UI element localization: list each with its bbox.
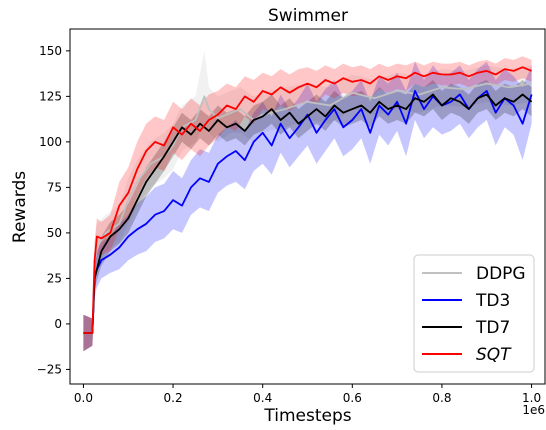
td7-line: [83, 93, 533, 334]
y-tick-label: 0: [54, 317, 62, 331]
y-tick-label: −25: [37, 362, 62, 376]
x-tick-label: 0.8: [432, 391, 451, 405]
x-tick-label: 0.6: [343, 391, 362, 405]
x-tick-label: 0.0: [74, 391, 93, 405]
x-axis-offset-label: 1e6: [522, 403, 545, 417]
plot-frame: [69, 28, 546, 385]
legend: DDPG TD3 TD7 SQT: [413, 254, 535, 373]
ddpg-band: [83, 50, 532, 352]
td3-legend-label: TD3: [475, 291, 510, 311]
chart-title: Swimmer: [268, 6, 348, 26]
y-axis-ticks: −25 0 25 50 75 100 125 150: [37, 44, 70, 376]
legend-box: [413, 254, 535, 373]
ddpg-legend-label: DDPG: [476, 264, 526, 284]
y-tick-label: 125: [39, 89, 62, 103]
series-lines: [83, 66, 533, 334]
td7-band: [83, 80, 532, 352]
sqt-line: [83, 66, 532, 334]
x-tick-label: 0.4: [253, 391, 272, 405]
y-tick-label: 100: [39, 135, 62, 149]
y-tick-label: 150: [39, 44, 62, 58]
x-tick-label: 1.0: [522, 391, 541, 405]
td7-legend-label: TD7: [475, 318, 510, 338]
y-axis-label: Rewards: [10, 171, 30, 243]
x-axis-ticks: 0.0 0.2 0.4 0.6 0.8 1.0: [74, 384, 541, 405]
y-tick-label: 50: [47, 226, 62, 240]
x-tick-label: 0.2: [164, 391, 183, 405]
x-axis-label: Timesteps: [263, 406, 351, 426]
sqt-legend-label: SQT: [476, 345, 512, 365]
y-tick-label: 75: [47, 180, 62, 194]
y-tick-label: 25: [47, 271, 62, 285]
